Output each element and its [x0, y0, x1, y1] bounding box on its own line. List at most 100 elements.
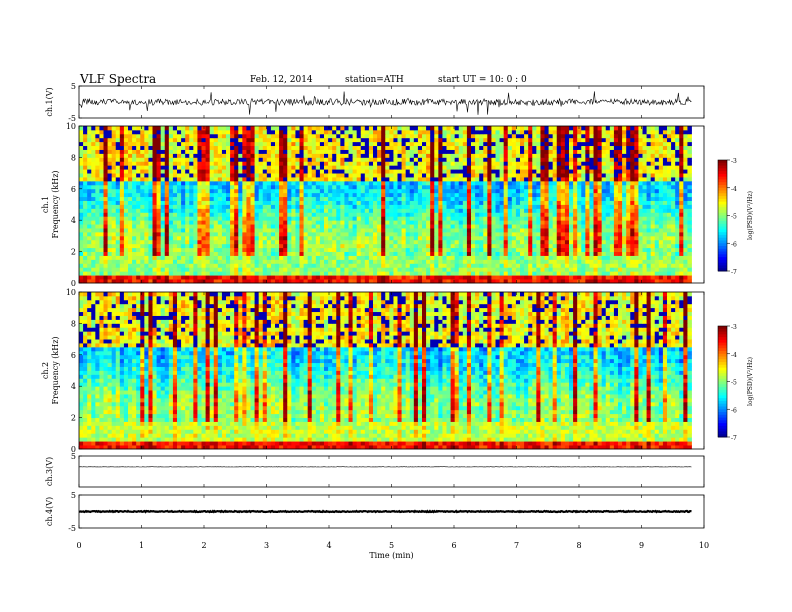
spectrogram-cell: [556, 212, 562, 217]
spectrogram-cell: [524, 157, 529, 162]
spectrogram-cell: [434, 235, 439, 241]
spectrogram-cell: [197, 169, 202, 174]
spectrogram-cell: [528, 224, 533, 229]
spectrogram-cell: [332, 173, 337, 178]
spectrogram-cell: [646, 271, 652, 276]
spectrogram-cell: [430, 212, 435, 217]
spectrogram-cell: [364, 239, 370, 245]
spectrogram-cell: [181, 243, 186, 249]
spectrogram-cell: [552, 216, 558, 221]
spectrogram-cell: [315, 212, 321, 217]
spectrogram-cell: [185, 279, 190, 284]
spectrogram-cell: [511, 212, 517, 217]
spectrogram-cell: [389, 188, 394, 194]
spectrogram-cell: [438, 161, 443, 166]
spectrogram-cell: [250, 228, 255, 233]
spectrogram-cell: [242, 161, 247, 166]
spectrogram-cell: [385, 220, 390, 225]
spectrogram-cell: [164, 239, 170, 245]
spectrogram-cell: [434, 239, 439, 245]
spectrogram-cell: [115, 161, 121, 166]
spectrogram-cell: [315, 188, 321, 194]
spectrogram-cell: [471, 267, 476, 272]
spectrogram-cell: [613, 228, 619, 233]
spectrogram-cell: [450, 200, 456, 205]
spectrogram-cell: [552, 196, 558, 201]
spectrogram-cell: [422, 271, 427, 276]
spectrogram-cell: [364, 165, 370, 170]
spectrogram-cell: [475, 184, 480, 190]
spectrogram-cell: [417, 263, 423, 268]
spectrogram-cell: [544, 212, 549, 217]
spectrogram-cell: [328, 220, 333, 225]
spectrogram-cell: [381, 212, 386, 217]
spectrogram-cell: [193, 231, 198, 237]
spectrogram-cell: [597, 204, 603, 209]
spectrogram-cell: [230, 243, 235, 249]
spectrogram-cell: [646, 180, 652, 186]
spectrogram-cell: [340, 180, 345, 186]
spectrogram-cell: [462, 196, 468, 201]
spectrogram-cell: [128, 224, 133, 229]
spectrogram-cell: [679, 235, 684, 241]
spectrogram-cell: [152, 165, 157, 170]
spectrogram-cell: [540, 204, 545, 209]
spectrogram-cell: [168, 208, 174, 213]
spectrogram-cell: [111, 247, 117, 253]
spectrogram-cell: [197, 200, 202, 205]
spectrogram-cell: [515, 243, 521, 249]
spectrogram-cell: [348, 235, 353, 241]
spectrogram-cell: [405, 161, 411, 166]
spectrogram-cell: [422, 196, 427, 201]
spectrogram-cell: [266, 200, 272, 205]
spectrogram-cell: [123, 239, 129, 245]
spectrogram-cell: [95, 224, 100, 229]
spectrogram-cell: [389, 228, 394, 233]
spectrogram-cell: [303, 212, 309, 217]
spectrogram-cell: [471, 188, 476, 194]
spectrogram-cell: [356, 157, 362, 162]
spectrogram-cell: [585, 188, 590, 194]
spectrogram-cell: [618, 231, 623, 237]
spectrogram-cell: [654, 161, 660, 166]
spectrogram-cell: [548, 161, 554, 166]
spectrogram-cell: [495, 263, 500, 268]
spectrogram-cell: [687, 204, 692, 209]
spectrogram-cell: [266, 169, 272, 174]
spectrogram-cell: [360, 279, 366, 284]
spectrogram-cell: [299, 275, 304, 280]
spectrogram-cell: [475, 165, 480, 170]
spectrogram-cell: [242, 267, 247, 272]
spectrogram-cell: [283, 153, 288, 158]
spectrogram-cell: [515, 220, 521, 225]
spectrogram-cell: [111, 192, 117, 198]
spectrogram-cell: [128, 165, 133, 170]
spectrogram-cell: [136, 165, 141, 170]
spectrogram-cell: [123, 255, 129, 260]
spectrogram-cell: [609, 259, 615, 264]
spectrogram-cell: [99, 157, 104, 162]
spectrogram-cell: [679, 279, 684, 284]
spectrogram-cell: [560, 231, 566, 237]
spectrogram-cell: [111, 173, 117, 178]
spectrogram-cell: [646, 192, 652, 198]
spectrogram-cell: [348, 271, 353, 276]
spectrogram-cell: [234, 235, 239, 241]
spectrogram-cell: [646, 173, 652, 178]
spectrogram-cell: [115, 177, 121, 182]
spectrogram-cell: [524, 161, 529, 166]
spectrogram-cell: [307, 180, 313, 186]
spectrogram-cell: [328, 192, 333, 198]
spectrogram-cell: [401, 255, 407, 260]
spectrogram-cell: [613, 267, 619, 272]
spectrogram-cell: [462, 271, 468, 276]
spectrogram-cell: [679, 184, 684, 190]
spectrogram-cell: [136, 275, 141, 280]
spectrogram-cell: [119, 169, 125, 174]
spectrogram-cell: [201, 208, 206, 213]
spectrogram-cell: [307, 275, 313, 280]
spectrogram-cell: [152, 173, 157, 178]
spectrogram-cell: [569, 228, 574, 233]
spectrogram-cell: [634, 200, 639, 205]
spectrogram-cell: [556, 204, 562, 209]
